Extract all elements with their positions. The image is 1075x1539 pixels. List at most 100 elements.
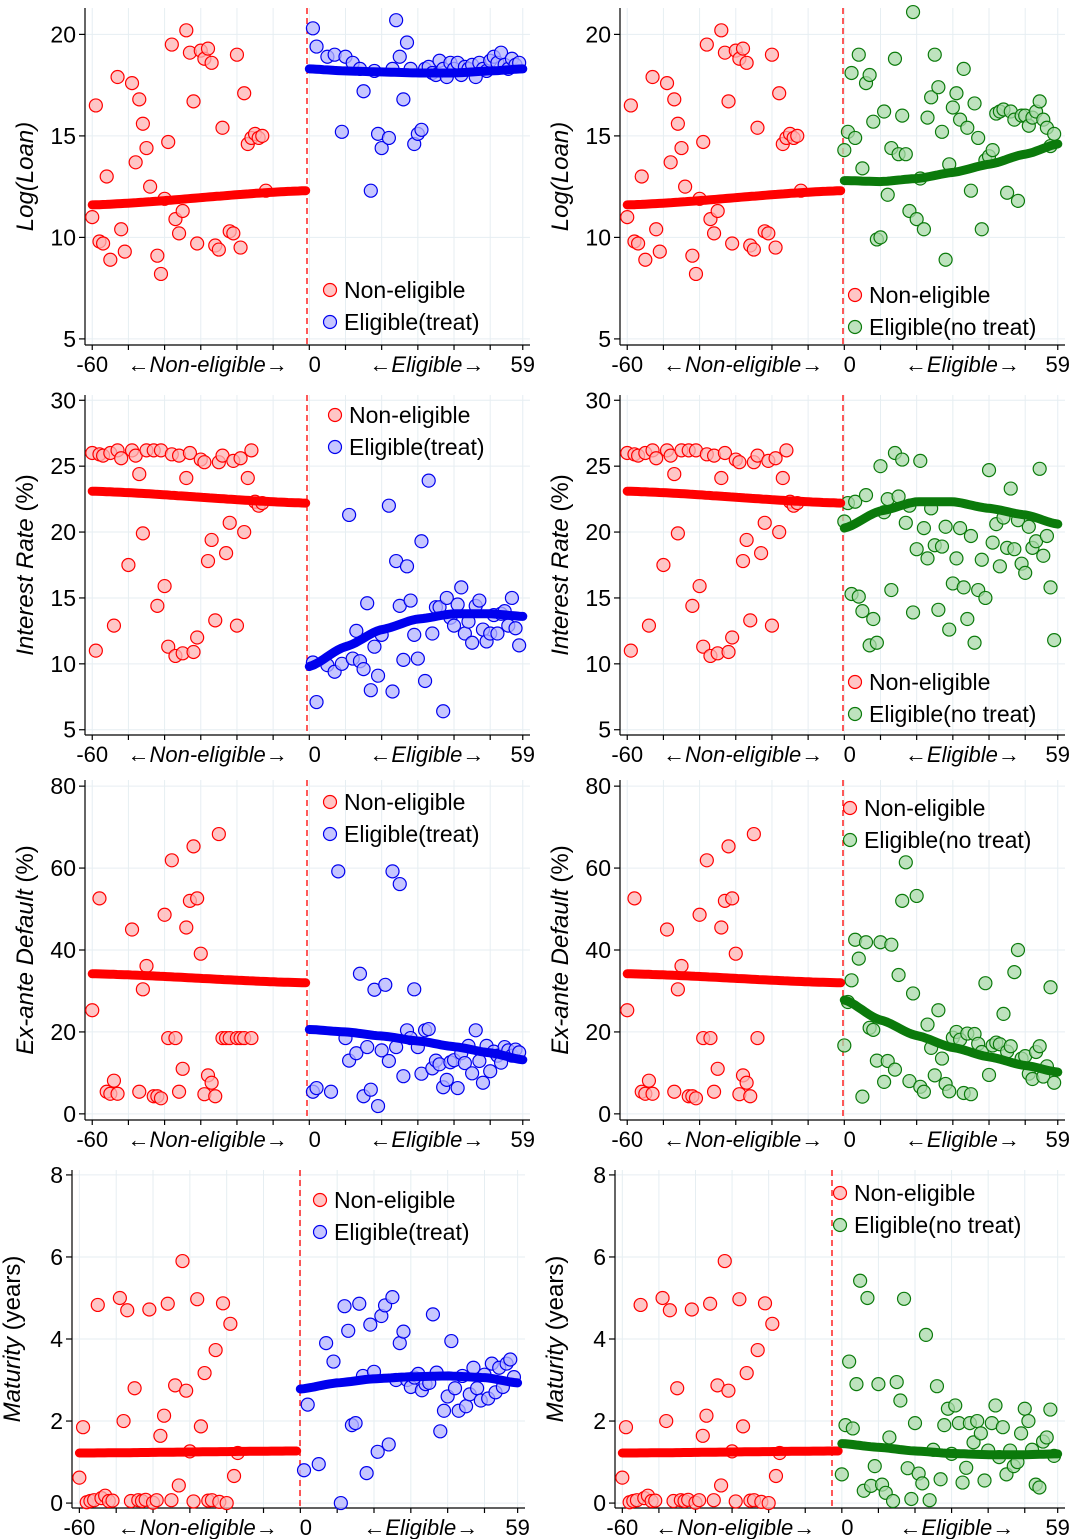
y-tick-label: 5 [63, 326, 76, 352]
x-region-label-non-eligible: ←Non-eligible→ [128, 742, 288, 767]
data-point-no-treat [959, 1460, 974, 1475]
data-point-no-treat [858, 935, 874, 950]
data-point-no-treat [1043, 580, 1058, 595]
data-point-non-eligible [761, 226, 776, 241]
data-point-non-eligible [204, 55, 219, 70]
data-point-non-eligible [204, 1075, 219, 1090]
data-point-no-treat [873, 230, 888, 245]
data-point-treat [305, 21, 321, 36]
data-point-non-eligible [620, 1003, 635, 1018]
y-tick-label: 10 [50, 651, 76, 677]
data-point-non-eligible [110, 1086, 125, 1101]
data-point-no-treat [920, 551, 935, 566]
data-point-non-eligible [714, 23, 729, 38]
x-region-label-eligible: ←Eligible→ [905, 1127, 1020, 1152]
data-point-non-eligible [728, 1494, 743, 1509]
data-point-non-eligible [630, 236, 646, 251]
data-point-non-eligible [757, 515, 772, 530]
fit-line-non-eligible [622, 186, 846, 210]
data-point-treat [472, 593, 487, 608]
data-point-treat [447, 1381, 463, 1396]
y-tick-label: 20 [585, 1019, 611, 1045]
x-tick-label-left: -60 [611, 742, 643, 767]
data-point-treat [396, 1069, 411, 1084]
data-point-treat [503, 1352, 518, 1367]
y-tick-label: 6 [50, 1244, 63, 1270]
data-point-no-treat [866, 1022, 881, 1037]
y-tick-label: 30 [585, 387, 611, 413]
fit-line-no-treat [837, 1439, 1063, 1460]
data-point-no-treat [1010, 942, 1026, 958]
data-point-treat [425, 626, 440, 641]
x-region-label-eligible: ←Eligible→ [905, 742, 1020, 767]
data-point-non-eligible [211, 826, 226, 842]
data-point-non-eligible [132, 92, 147, 107]
data-point-treat [414, 122, 429, 137]
legend-label: Non-eligible [334, 1187, 455, 1213]
data-point-no-treat [896, 1291, 912, 1306]
y-tick-label: 4 [50, 1326, 63, 1352]
data-point-non-eligible [696, 639, 711, 654]
y-axis-label-name: Ex-ante Default [547, 888, 574, 1055]
data-point-no-treat [978, 976, 993, 991]
data-point-non-eligible [106, 618, 122, 633]
data-point-non-eligible [161, 134, 176, 150]
data-point-non-eligible [121, 557, 136, 573]
data-point-non-eligible [721, 1383, 736, 1398]
x-tick-label-right: 59 [505, 1515, 529, 1539]
data-point-non-eligible [153, 1428, 168, 1443]
data-point-treat [403, 593, 418, 608]
y-tick-label: 5 [63, 717, 76, 743]
data-point-non-eligible [732, 1292, 747, 1307]
data-point-non-eligible [623, 98, 638, 113]
data-point-no-treat [1010, 193, 1026, 208]
data-point-no-treat [916, 521, 932, 536]
data-point-no-treat [934, 539, 950, 554]
data-point-non-eligible [688, 1091, 704, 1106]
y-tick-label: 20 [50, 519, 76, 545]
data-point-non-eligible [157, 907, 172, 922]
data-point-treat [392, 876, 407, 892]
data-point-no-treat [992, 559, 1007, 574]
data-point-non-eligible [618, 1420, 634, 1435]
data-point-non-eligible [667, 1084, 682, 1099]
y-tick-label: 2 [593, 1408, 606, 1434]
data-point-no-treat [909, 212, 924, 227]
data-point-non-eligible [670, 116, 685, 131]
data-point-treat [311, 1457, 326, 1472]
legend: Non-eligible Eligible(treat) [322, 789, 480, 847]
legend-label: Non-eligible [344, 789, 465, 815]
data-point-treat [470, 1381, 485, 1396]
data-point-no-treat [1003, 1039, 1018, 1054]
x-tick-label-left: -60 [63, 1515, 95, 1539]
y-tick-label: 20 [585, 519, 611, 545]
data-point-treat [475, 1075, 491, 1090]
x-tick-label-left: -60 [606, 1515, 638, 1539]
data-point-treat [483, 1064, 498, 1079]
data-point-non-eligible [728, 946, 743, 961]
data-point-no-treat [916, 222, 932, 237]
data-point-treat [468, 1023, 483, 1038]
data-point-non-eligible [648, 1493, 663, 1508]
legend-label: Eligible(treat) [349, 434, 485, 460]
data-point-non-eligible [204, 532, 219, 548]
x-tick-label-right: 59 [1045, 1515, 1069, 1539]
data-point-non-eligible [156, 1408, 172, 1423]
legend: Non-eligible Eligible(no treat) [847, 282, 1036, 340]
y-tick-label: 20 [50, 21, 76, 47]
data-point-treat [389, 13, 404, 28]
data-point-treat [363, 1082, 378, 1097]
data-point-treat [446, 618, 462, 633]
data-point-no-treat [895, 893, 910, 908]
data-point-non-eligible [164, 853, 179, 868]
x-region-label-non-eligible: ←Non-eligible→ [128, 352, 288, 377]
data-point-non-eligible [764, 618, 780, 633]
data-point-non-eligible [699, 853, 714, 868]
data-point-treat [385, 864, 400, 879]
y-axis-label-unit: (years) [542, 1256, 569, 1337]
y-tick-label: 15 [585, 123, 611, 149]
data-point-non-eligible [226, 1468, 242, 1484]
data-point-no-treat [963, 1087, 979, 1102]
data-point-non-eligible [197, 455, 212, 470]
data-point-non-eligible [638, 252, 653, 267]
